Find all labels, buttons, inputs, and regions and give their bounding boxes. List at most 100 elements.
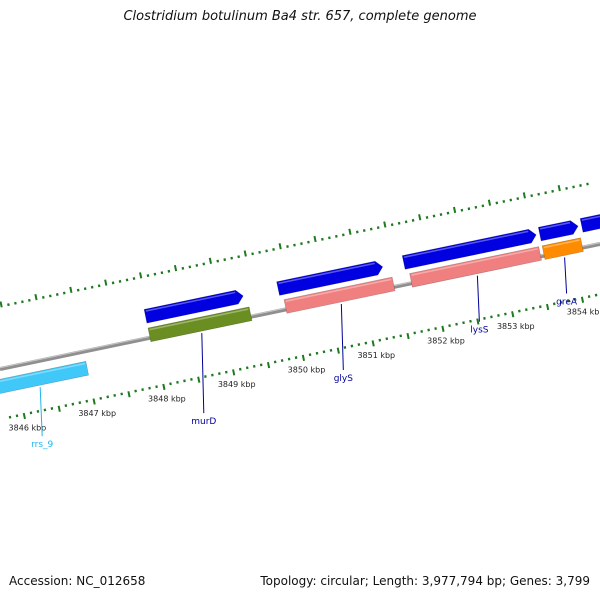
inner-ruler-tick — [85, 399, 89, 403]
outer-ruler-tick — [202, 262, 206, 266]
glyS-label[interactable]: glyS — [334, 374, 354, 384]
inner-ruler-tick — [455, 322, 458, 326]
inner-ruler-tick — [329, 348, 333, 352]
outer-ruler-tick — [278, 243, 282, 250]
outer-ruler-tick — [41, 295, 45, 299]
inner-ruler-tick — [531, 306, 535, 310]
inner-ruler-tick — [546, 303, 550, 311]
rrs-9-callout-line — [39, 387, 43, 437]
feature-shine — [285, 278, 392, 303]
outer-ruler-tick — [397, 221, 401, 225]
inner-ruler-tick — [197, 376, 201, 383]
inner-ruler-tick — [580, 296, 585, 303]
inner-ruler-tick — [287, 357, 291, 361]
feature-shine — [149, 308, 249, 331]
outer-ruler-tick — [474, 205, 478, 209]
outer-ruler-tick — [48, 294, 52, 298]
inner-ruler-tick — [183, 379, 186, 383]
feature-shine — [278, 262, 375, 285]
genome-stats-label: Topology: circular; Length: 3,977,794 bp… — [260, 574, 590, 588]
outer-ruler-tick — [237, 255, 241, 259]
outer-ruler-tick — [321, 237, 324, 241]
outer-ruler-tick — [376, 226, 380, 230]
outer-ruler-tick — [28, 298, 31, 302]
rrs-9-feature[interactable] — [0, 360, 89, 394]
tick-label: 3849 kbp — [218, 380, 256, 389]
outer-ruler-tick — [509, 198, 513, 202]
outer-ruler-tick — [173, 264, 178, 272]
murD-feature[interactable] — [147, 306, 253, 343]
inner-ruler-tick — [385, 337, 389, 341]
murD-label[interactable]: murD — [191, 417, 216, 427]
tick-label: 3852 kbp — [427, 337, 465, 346]
outer-ruler-tick — [111, 281, 115, 285]
tick-label: 3851 kbp — [357, 351, 395, 360]
inner-ruler-tick — [8, 415, 12, 419]
feature-shine — [543, 239, 580, 249]
outer-ruler-tick — [153, 272, 157, 276]
inner-ruler-tick — [511, 311, 515, 318]
outer-ruler-tick — [160, 271, 164, 275]
inner-tick-ruler — [8, 293, 598, 420]
lysS-feature[interactable] — [409, 246, 542, 288]
inner-ruler-tick — [211, 373, 214, 377]
inner-ruler-tick — [57, 405, 61, 412]
outer-tick-ruler — [0, 182, 589, 308]
gene-feature[interactable] — [579, 204, 600, 233]
inner-ruler-tick — [343, 345, 347, 349]
outer-ruler-tick — [383, 221, 387, 228]
gene-feature[interactable] — [537, 220, 579, 242]
glyS-callout-line — [340, 304, 344, 371]
outer-ruler-tick — [195, 263, 199, 267]
outer-ruler-tick — [243, 250, 247, 257]
inner-ruler-tick — [378, 338, 382, 342]
gene-feature[interactable] — [401, 228, 537, 270]
inner-ruler-tick — [538, 305, 542, 309]
feature-shine — [411, 248, 538, 276]
inner-ruler-tick — [350, 344, 354, 348]
inner-ruler-tick — [120, 392, 124, 396]
outer-ruler-tick — [446, 211, 450, 215]
inner-ruler-tick — [50, 407, 54, 410]
outer-ruler-tick — [418, 214, 422, 221]
inner-ruler-tick — [29, 411, 33, 415]
inner-ruler-tick — [497, 314, 500, 317]
inner-ruler-tick — [92, 398, 96, 405]
inner-ruler-tick — [127, 391, 131, 398]
outer-ruler-tick — [181, 266, 185, 270]
outer-ruler-tick — [495, 201, 499, 205]
inner-ruler-tick — [476, 318, 480, 325]
lysS-label[interactable]: lysS — [470, 326, 489, 336]
inner-ruler-tick — [336, 347, 340, 354]
outer-ruler-tick — [557, 184, 561, 192]
outer-ruler-tick — [348, 228, 352, 235]
outer-ruler-tick — [565, 186, 568, 190]
inner-ruler-tick — [238, 367, 242, 371]
greA-feature[interactable] — [541, 237, 584, 260]
inner-ruler-tick — [190, 377, 193, 381]
outer-ruler-tick — [425, 216, 429, 219]
outer-ruler-tick — [251, 252, 254, 256]
inner-ruler-tick — [364, 341, 368, 345]
inner-ruler-tick — [148, 386, 151, 390]
rrs-9-label[interactable]: rrs_9 — [31, 440, 53, 450]
gene-feature[interactable] — [143, 289, 244, 324]
outer-ruler-tick — [83, 287, 87, 291]
gene-feature[interactable] — [276, 260, 384, 296]
outer-ruler-tick — [516, 197, 520, 201]
inner-ruler-tick — [134, 389, 137, 393]
glyS-feature[interactable] — [283, 276, 396, 314]
outer-ruler-tick — [544, 191, 547, 195]
outer-ruler-tick — [300, 242, 303, 246]
greA-label[interactable]: greA — [556, 298, 578, 308]
outer-ruler-tick — [487, 199, 492, 206]
outer-ruler-tick — [579, 184, 582, 187]
inner-ruler-tick — [518, 309, 521, 313]
inner-ruler-tick — [36, 409, 40, 413]
inner-ruler-tick — [15, 414, 19, 418]
outer-ruler-tick — [522, 192, 526, 199]
outer-ruler-tick — [118, 279, 122, 283]
inner-ruler-tick — [169, 382, 172, 386]
outer-ruler-tick — [328, 236, 331, 240]
